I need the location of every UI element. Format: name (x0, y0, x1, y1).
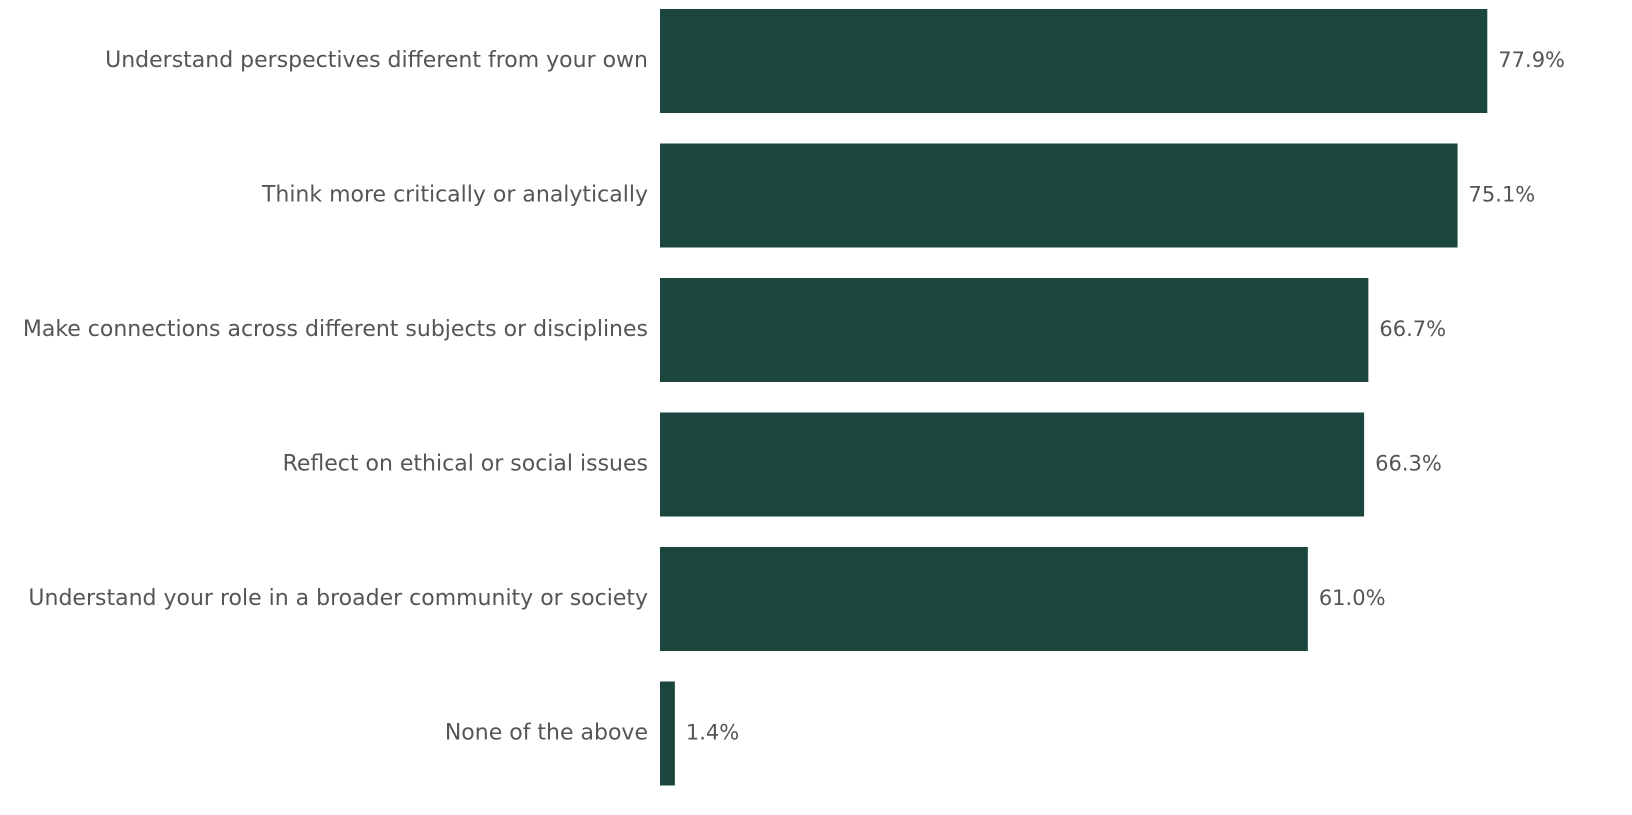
value-labels: 77.9% 75.1% 66.7% 66.3% 61.0% 1.4% (686, 48, 1565, 745)
bar (660, 143, 1458, 248)
bar (660, 547, 1308, 651)
category-label: None of the above (445, 721, 648, 746)
category-label: Understand perspectives different from y… (105, 48, 648, 73)
value-label: 66.3% (1375, 452, 1442, 476)
value-label: 1.4% (686, 721, 739, 745)
value-label: 77.9% (1498, 48, 1565, 72)
bar (660, 278, 1369, 382)
value-label: 75.1% (1469, 183, 1536, 207)
category-labels: Understand perspectives different from y… (23, 48, 648, 746)
value-label: 61.0% (1319, 586, 1386, 610)
category-label: Reflect on ethical or social issues (283, 452, 648, 477)
category-label: Think more critically or analytically (261, 183, 648, 208)
bar (660, 681, 675, 786)
category-label: Make connections across different subjec… (23, 317, 648, 342)
bar (660, 9, 1488, 113)
bar (660, 412, 1365, 517)
category-label: Understand your role in a broader commun… (28, 586, 648, 611)
bars-layer (660, 9, 1488, 786)
value-label: 66.7% (1379, 317, 1446, 341)
